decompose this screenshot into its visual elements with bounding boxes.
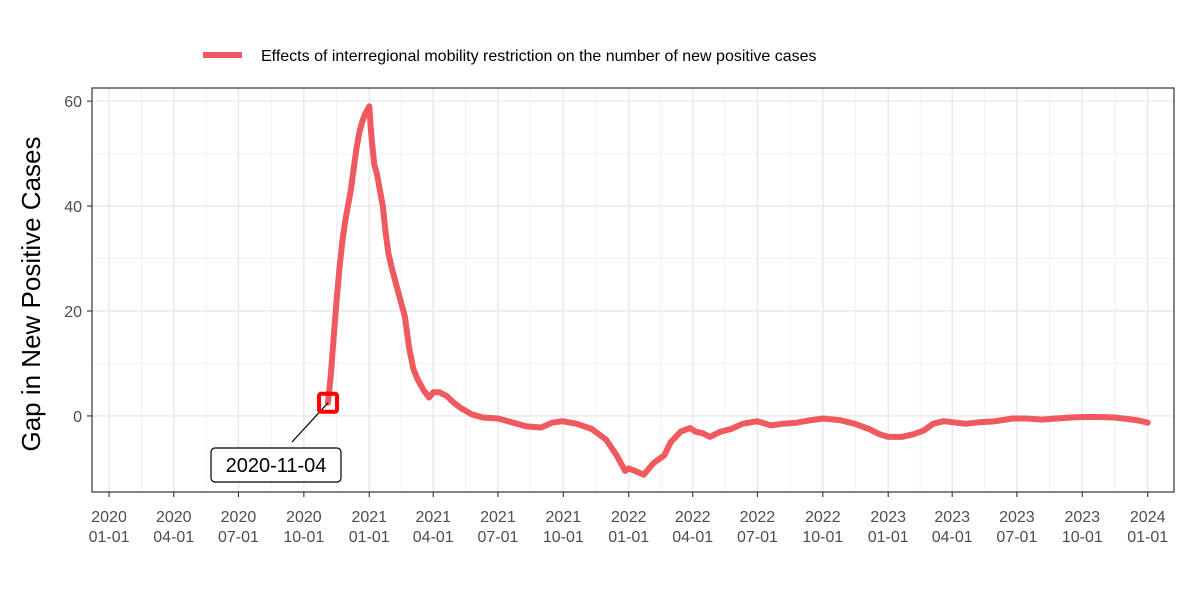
y-tick-label: 0 <box>73 409 82 426</box>
x-tick-label: 2021 07-01 <box>477 509 518 546</box>
x-tick-label: 2023 01-01 <box>868 509 909 546</box>
x-tick-label: 2022 01-01 <box>608 509 649 546</box>
x-tick-label: 2023 07-01 <box>996 509 1037 546</box>
panel-border <box>91 87 1175 493</box>
y-tick-label: 40 <box>64 199 82 216</box>
x-tick-label: 2021 01-01 <box>349 509 390 546</box>
y-tick-label: 60 <box>64 94 82 111</box>
series-line <box>325 103 1151 478</box>
annotation-label-box <box>210 447 342 483</box>
x-tick-label: 2023 04-01 <box>932 509 973 546</box>
x-tick-label: 2022 04-01 <box>672 509 713 546</box>
annotation-leader-line <box>291 402 329 443</box>
x-tick-label: 2024 01-01 <box>1127 509 1168 546</box>
x-tick-label: 2021 10-01 <box>543 509 584 546</box>
plot-panel: 2020-11-04 <box>91 87 1175 493</box>
y-tick-label: 20 <box>64 304 82 321</box>
annotation-layer: 2020-11-04 <box>210 391 342 483</box>
x-tick-label: 2020 07-01 <box>218 509 259 546</box>
x-tick-label: 2021 04-01 <box>413 509 454 546</box>
x-tick-label: 2023 10-01 <box>1062 509 1103 546</box>
y-axis-title: Gap in New Positive Cases <box>16 136 46 451</box>
legend: Effects of interregional mobility restri… <box>203 48 817 65</box>
x-tick-label: 2022 10-01 <box>802 509 843 546</box>
x-tick-label: 2020 01-01 <box>89 509 130 546</box>
x-axis: 2020 01-01 2020 04-01 2020 07-01 2020 10-01 2021… <box>89 492 1168 546</box>
legend-label: Effects of interregional mobility restri… <box>261 48 817 65</box>
x-tick-label: 2022 07-01 <box>737 509 778 546</box>
x-tick-label: 2020 10-01 <box>283 509 324 546</box>
series-layer <box>325 103 1151 478</box>
y-axis: 0 20 40 60 <box>64 94 92 426</box>
x-tick-label: 2020 04-01 <box>153 509 194 546</box>
annotation-label: 2020-11-04 <box>226 455 327 477</box>
annotation-marker <box>317 391 340 414</box>
